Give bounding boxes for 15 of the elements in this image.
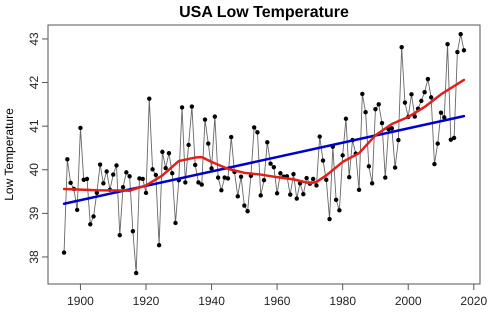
chart-title: USA Low Temperature [179,4,349,21]
y-tick-label: 42 [27,76,41,90]
y-tick-label: 38 [27,250,41,264]
x-tick-label: 1920 [132,294,160,308]
y-tick-label: 39 [27,206,41,220]
x-tick-label: 1940 [198,294,226,308]
y-tick-label: 40 [27,162,41,176]
x-tick-label: 2020 [460,294,488,308]
x-tick-label: 1960 [264,294,291,308]
x-tick-label: 2000 [394,294,422,308]
x-tick-label: 1900 [67,294,94,308]
x-tick-label: 1980 [329,294,356,308]
y-tick-label: 43 [27,32,41,46]
y-axis-title: Low Temperature [2,108,16,201]
y-tick-label: 41 [27,119,41,133]
